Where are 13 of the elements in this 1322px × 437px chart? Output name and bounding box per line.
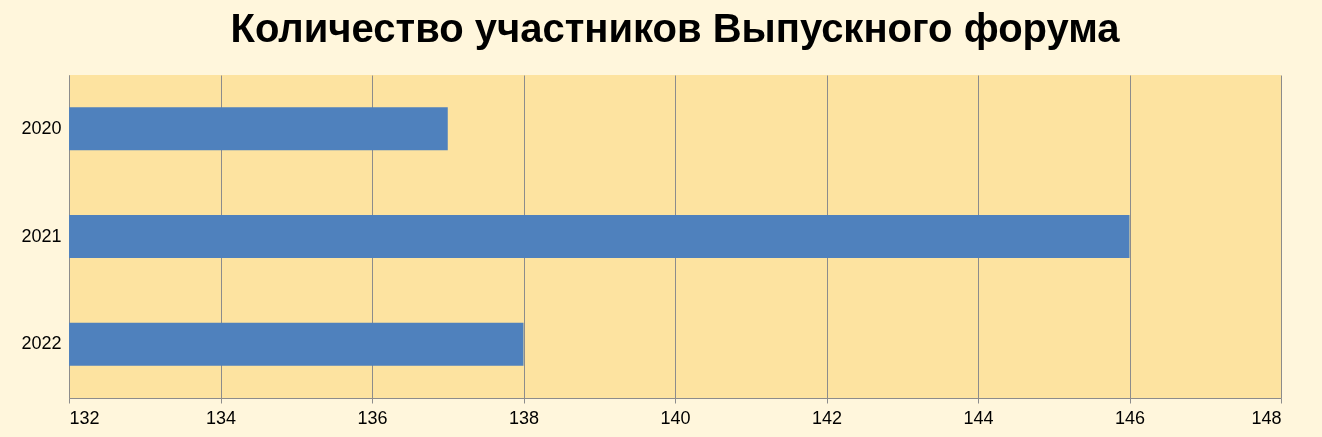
x-tick-label: 132 [69,407,100,428]
x-tick-label: 140 [660,407,691,428]
chart-title: Количество участников Выпускного форума [230,6,1121,50]
x-tick-label: 146 [1114,407,1146,428]
x-tick-label: 148 [1251,407,1282,428]
x-tick-label: 144 [963,407,994,428]
x-tick-label: 142 [811,407,843,428]
y-tick-label: 2020 [21,117,62,138]
x-tick-label: 138 [508,407,540,428]
x-tick-label: 136 [357,407,388,428]
y-tick-label: 2021 [21,225,62,246]
y-tick-label: 2022 [21,333,62,354]
x-tick-label: 134 [205,407,237,428]
